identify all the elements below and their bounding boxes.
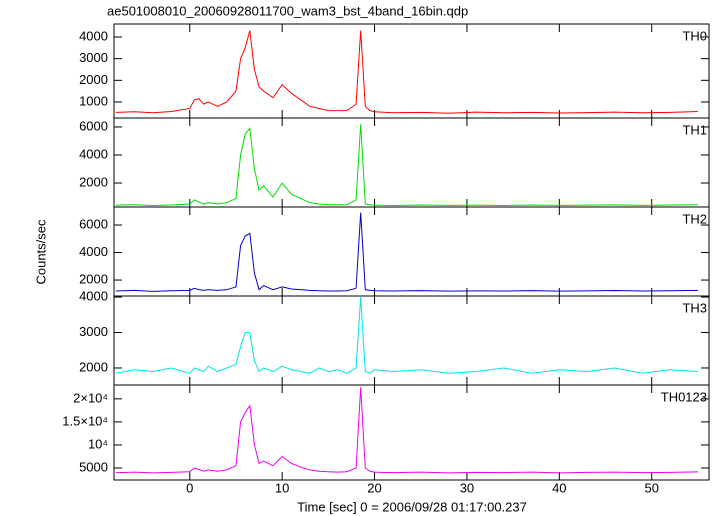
x-tick-label: 0 [186, 480, 193, 495]
light-curve [115, 124, 698, 206]
panel-label: TH3 [682, 300, 707, 315]
y-tick-label: 10⁴ [88, 436, 108, 451]
y-tick-label: 6000 [79, 216, 108, 231]
x-tick-label: 40 [552, 480, 566, 495]
chart-title: ae501008010_20060928011700_wam3_bst_4ban… [107, 3, 468, 18]
panel-label: TH0 [682, 28, 707, 43]
panel-frame [113, 206, 710, 297]
y-tick-label: 4000 [79, 289, 108, 304]
y-axis-label: Counts/sec [33, 219, 48, 285]
panel-label: TH2 [682, 211, 707, 226]
panel-frame [113, 117, 710, 208]
light-curve [115, 387, 698, 474]
panel-label: TH1 [682, 122, 707, 137]
y-tick-label: 3000 [79, 50, 108, 65]
y-tick-label: 4000 [79, 244, 108, 259]
panel-frame [113, 384, 710, 481]
y-tick-label: 1000 [79, 93, 108, 108]
y-tick-label: 3000 [79, 324, 108, 339]
panel-label: TH0123 [661, 389, 707, 404]
light-curve [115, 297, 698, 374]
y-tick-label: 2000 [79, 72, 108, 87]
y-tick-label: 5000 [79, 459, 108, 474]
y-tick-label: 2000 [79, 174, 108, 189]
y-tick-label: 1.5×10⁴ [62, 413, 108, 428]
x-axis-label: Time [sec] 0 = 2006/09/28 01:17:00.237 [297, 499, 527, 514]
x-tick-label: 30 [460, 480, 474, 495]
light-curve [115, 30, 698, 114]
light-curve [115, 212, 698, 292]
y-tick-label: 4000 [79, 146, 108, 161]
x-tick-label: 10 [275, 480, 289, 495]
x-tick-label: 50 [644, 480, 658, 495]
y-tick-label: 4000 [79, 28, 108, 43]
y-tick-label: 2000 [79, 271, 108, 286]
y-tick-label: 2000 [79, 359, 108, 374]
y-tick-label: 6000 [79, 118, 108, 133]
y-tick-label: 2×10⁴ [73, 390, 108, 405]
x-tick-label: 20 [367, 480, 381, 495]
